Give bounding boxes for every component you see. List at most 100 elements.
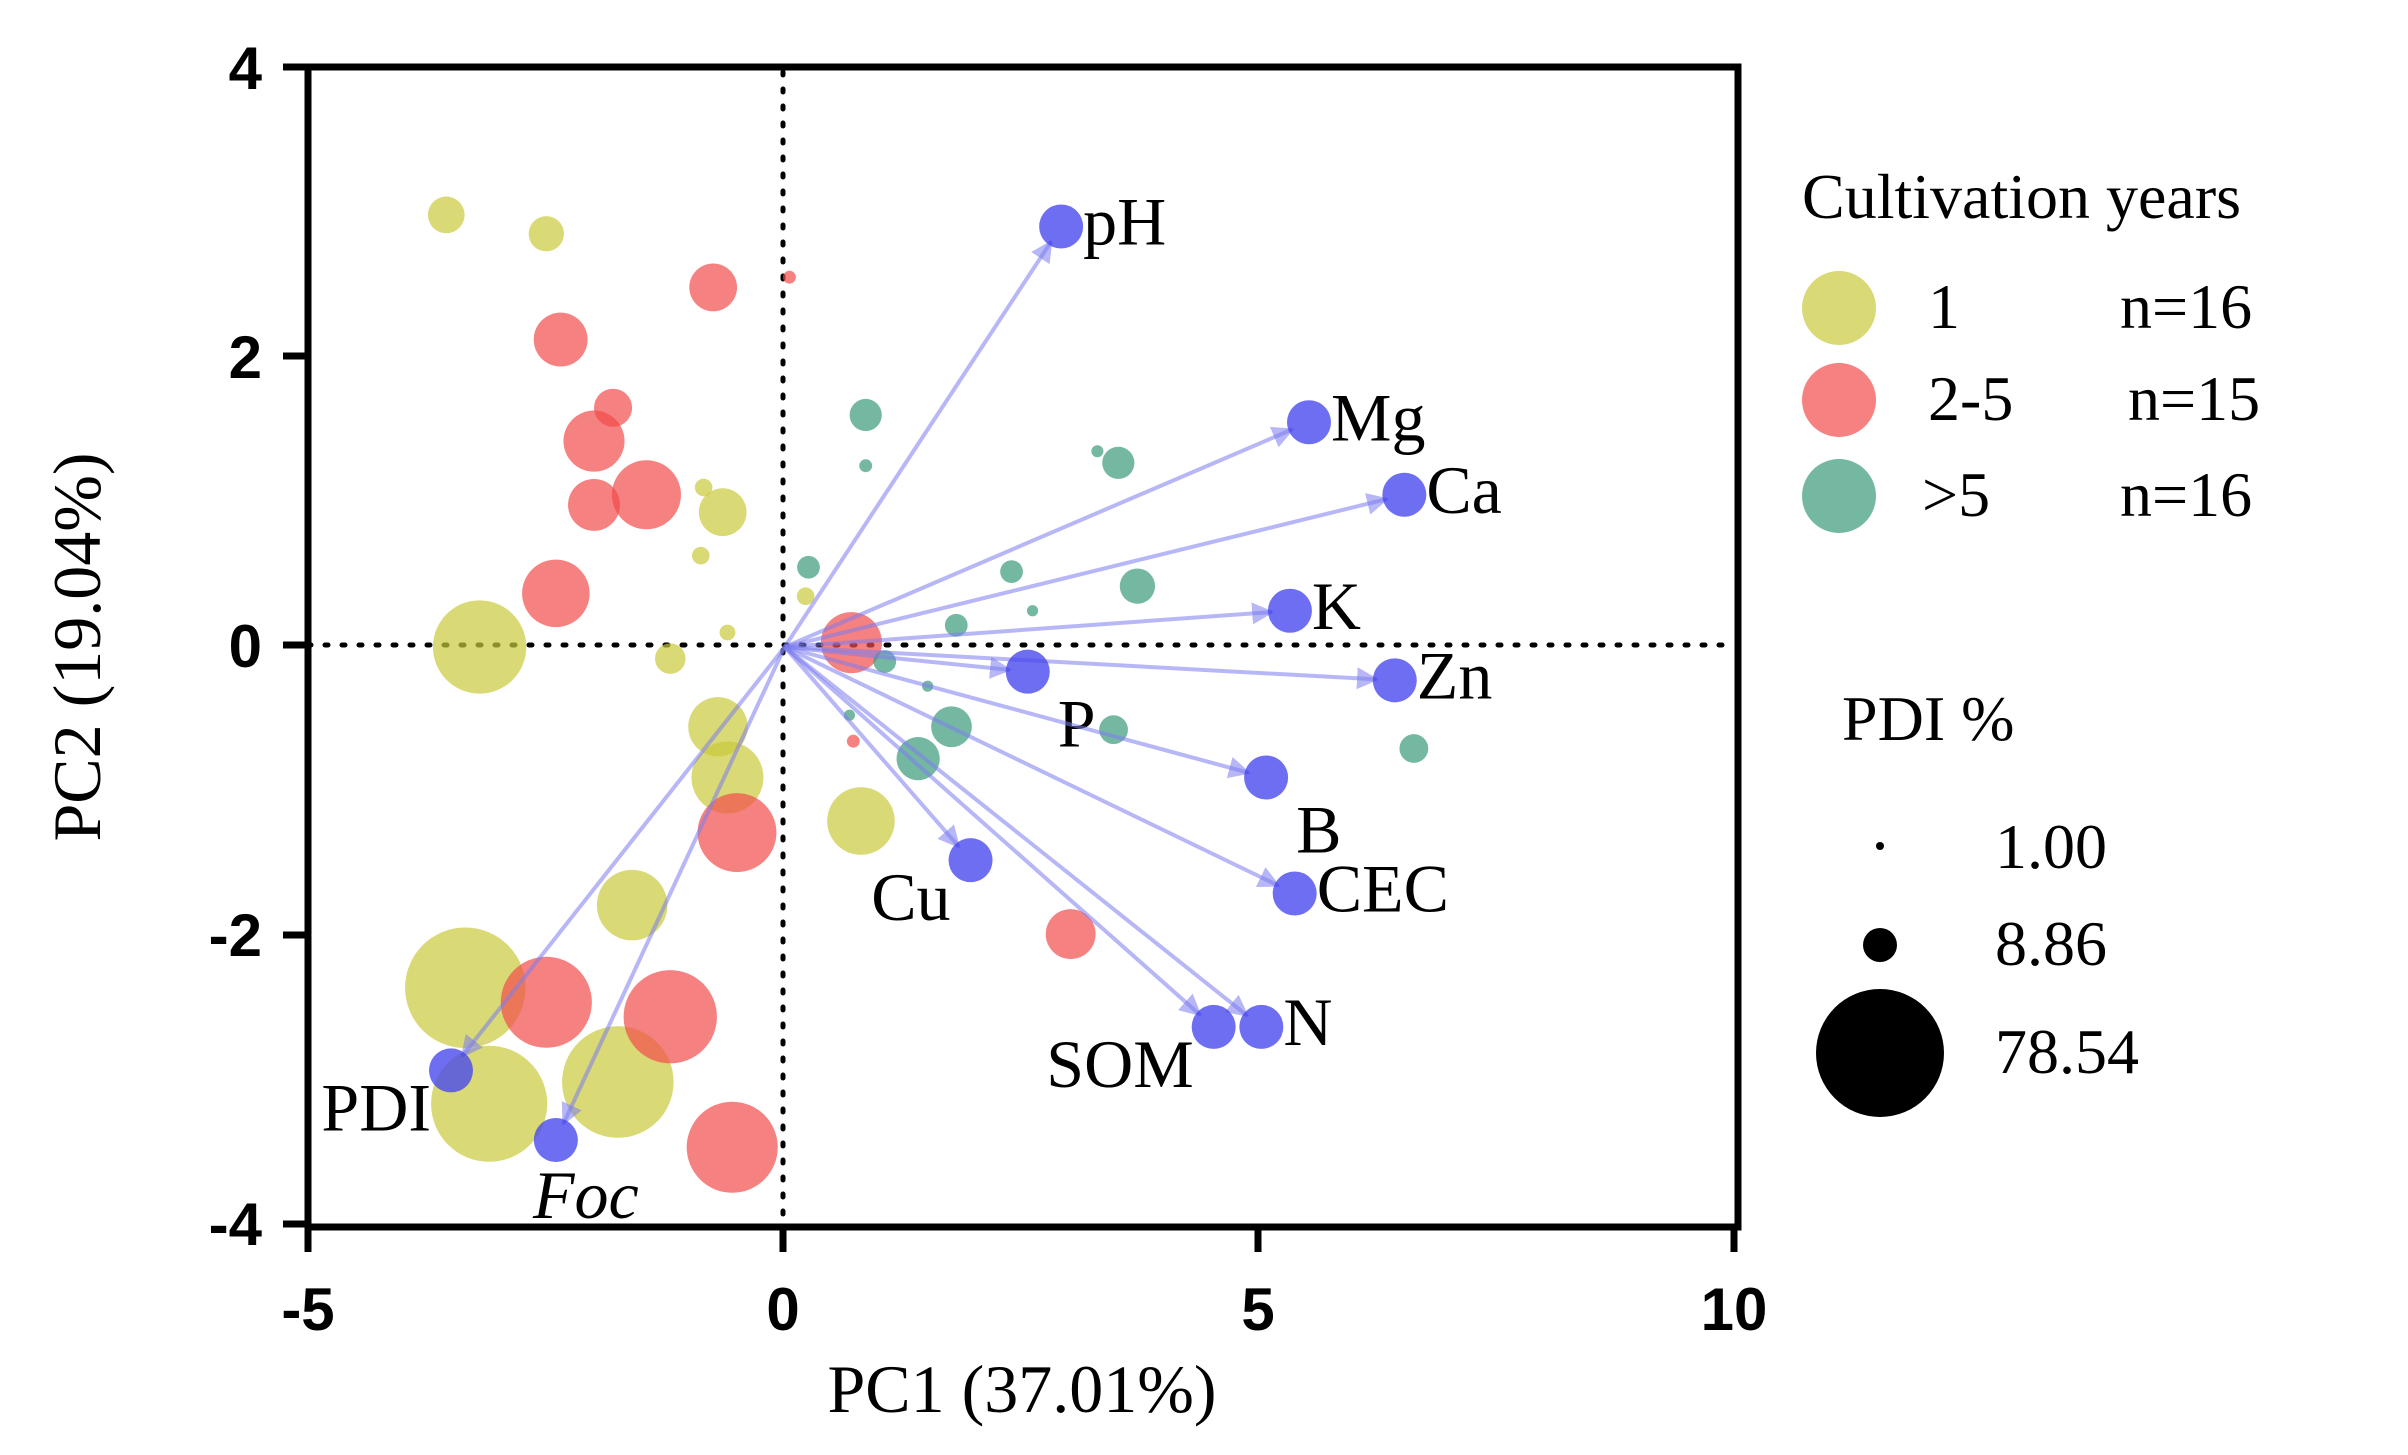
- y-tick-label: -2: [209, 902, 262, 969]
- vector-label-zn: Zn: [1417, 637, 1493, 713]
- data-point-group-1: [405, 927, 526, 1048]
- data-point-group-2-5: [846, 734, 860, 748]
- data-point-group-1: [694, 478, 713, 497]
- vector-endpoint-b: [1244, 755, 1289, 800]
- vector-label-ph: pH: [1083, 184, 1166, 260]
- legend-size-marker-small: [1876, 842, 1884, 850]
- legend-size-label: 8.86: [1995, 908, 2107, 979]
- data-point-group-gt5: [797, 555, 820, 579]
- y-tick-label: 2: [229, 324, 262, 391]
- data-point-group-2-5: [782, 270, 796, 284]
- data-point-group-2-5: [568, 478, 620, 531]
- data-point-group-2-5: [686, 1101, 778, 1193]
- vector-endpoint-cec: [1272, 871, 1317, 916]
- x-tick-label: -5: [281, 1276, 334, 1343]
- legend-group-label: 1: [1928, 271, 1960, 342]
- bubbles-layer: [405, 196, 1429, 1193]
- data-point-group-2-5: [522, 559, 590, 628]
- vector-arrow-pdi: [460, 645, 787, 1058]
- data-point-group-2-5: [533, 312, 588, 367]
- data-point-group-gt5: [896, 737, 940, 781]
- legend-size-label: 1.00: [1995, 811, 2107, 882]
- legend-swatch-2-5: [1802, 363, 1876, 437]
- vector-label-mg: Mg: [1331, 379, 1425, 455]
- vector-arrow-zn: [784, 645, 1380, 690]
- legend-color-title: Cultivation years: [1802, 161, 2241, 232]
- data-point-group-2-5: [623, 970, 717, 1064]
- vector-arrow-n: [783, 645, 1249, 1018]
- legend-group-label: >5: [1922, 459, 1990, 530]
- vector-arrow-cu: [783, 645, 961, 849]
- data-point-group-2-5: [563, 410, 625, 472]
- legend-swatch-1: [1802, 271, 1876, 345]
- data-point-group-2-5: [1045, 909, 1096, 960]
- legend-swatch-gt5: [1802, 459, 1876, 533]
- y-tick-label: 4: [229, 35, 263, 102]
- vector-label-n: N: [1283, 984, 1332, 1060]
- legend-group-n: n=16: [2120, 271, 2252, 342]
- x-tick-marks: [304, 1227, 1738, 1252]
- vector-endpoint-zn: [1372, 658, 1417, 703]
- data-point-group-1: [719, 624, 736, 641]
- vector-label-ca: Ca: [1426, 452, 1502, 528]
- data-point-group-gt5: [1119, 568, 1156, 604]
- data-point-group-1: [654, 643, 686, 674]
- y-tick-labels: -4 -2 0 2 4: [209, 35, 263, 1258]
- legend-group-n: n=16: [2120, 459, 2252, 530]
- vector-arrow-ph: [782, 239, 1053, 649]
- data-point-group-gt5: [859, 459, 873, 473]
- x-tick-label: 5: [1241, 1276, 1274, 1343]
- data-point-group-1: [596, 869, 668, 941]
- vector-label-b: B: [1296, 792, 1341, 868]
- vector-arrow-cec: [783, 645, 1281, 888]
- data-point-group-gt5: [1399, 734, 1429, 763]
- data-point-group-2-5: [697, 793, 777, 873]
- x-tick-label: 0: [766, 1276, 799, 1343]
- data-point-group-1: [796, 587, 815, 606]
- data-point-group-gt5: [1026, 605, 1039, 617]
- data-point-group-gt5: [1000, 560, 1023, 583]
- data-point-group-2-5: [689, 263, 738, 312]
- x-axis-title: PC1 (37.01%): [827, 1351, 1216, 1427]
- vector-endpoint-ca: [1382, 472, 1427, 517]
- legend-size-marker-large: [1816, 989, 1944, 1117]
- vector-label-pdi: PDI: [321, 1069, 431, 1145]
- vector-label-som: SOM: [1046, 1026, 1193, 1102]
- x-tick-labels: -5 0 5 10: [281, 1276, 1767, 1343]
- data-point-group-gt5: [944, 613, 968, 637]
- vector-arrow-som: [783, 645, 1202, 1017]
- vector-arrow-mg: [783, 427, 1295, 649]
- y-tick-label: 0: [229, 613, 262, 680]
- vector-endpoint-ph: [1039, 204, 1084, 249]
- data-point-group-1: [528, 216, 564, 252]
- vector-endpoint-k: [1267, 588, 1312, 633]
- vector-arrow-k: [784, 602, 1275, 649]
- x-tick-label: 10: [1701, 1276, 1768, 1343]
- data-point-group-2-5: [500, 956, 592, 1048]
- data-point-group-1: [427, 196, 465, 234]
- y-tick-label: -4: [209, 1191, 263, 1258]
- vector-label-foc: Foc: [532, 1157, 639, 1233]
- legend-group-n: n=15: [2128, 363, 2260, 434]
- vector-endpoint-pdi: [429, 1048, 473, 1093]
- vector-arrow-foc: [561, 646, 787, 1126]
- legend-group-label: 2-5: [1928, 363, 2013, 434]
- data-point-group-gt5: [1102, 446, 1135, 479]
- legend-size-title: PDI %: [1842, 683, 2014, 754]
- vector-endpoint-som: [1191, 1004, 1236, 1049]
- data-point-group-1: [691, 546, 710, 565]
- vector-endpoint-cu: [948, 838, 993, 883]
- data-point-group-gt5: [1091, 445, 1104, 458]
- data-point-group-1: [432, 600, 527, 694]
- color-legend: Cultivation years 1 n=16 2-5 n=15 >5 n=1…: [1802, 161, 2260, 533]
- vector-endpoint-n: [1239, 1004, 1284, 1049]
- legend-size-label: 78.54: [1995, 1016, 2139, 1087]
- vector-endpoint-mg: [1287, 400, 1331, 445]
- vector-arrow-b: [784, 645, 1251, 779]
- y-tick-marks: [283, 63, 308, 1228]
- vector-arrow-ca: [784, 493, 1389, 649]
- vector-endpoint-foc: [533, 1118, 578, 1162]
- size-legend: PDI % 1.00 8.86 78.54: [1816, 683, 2139, 1117]
- vector-label-cec: CEC: [1317, 851, 1449, 927]
